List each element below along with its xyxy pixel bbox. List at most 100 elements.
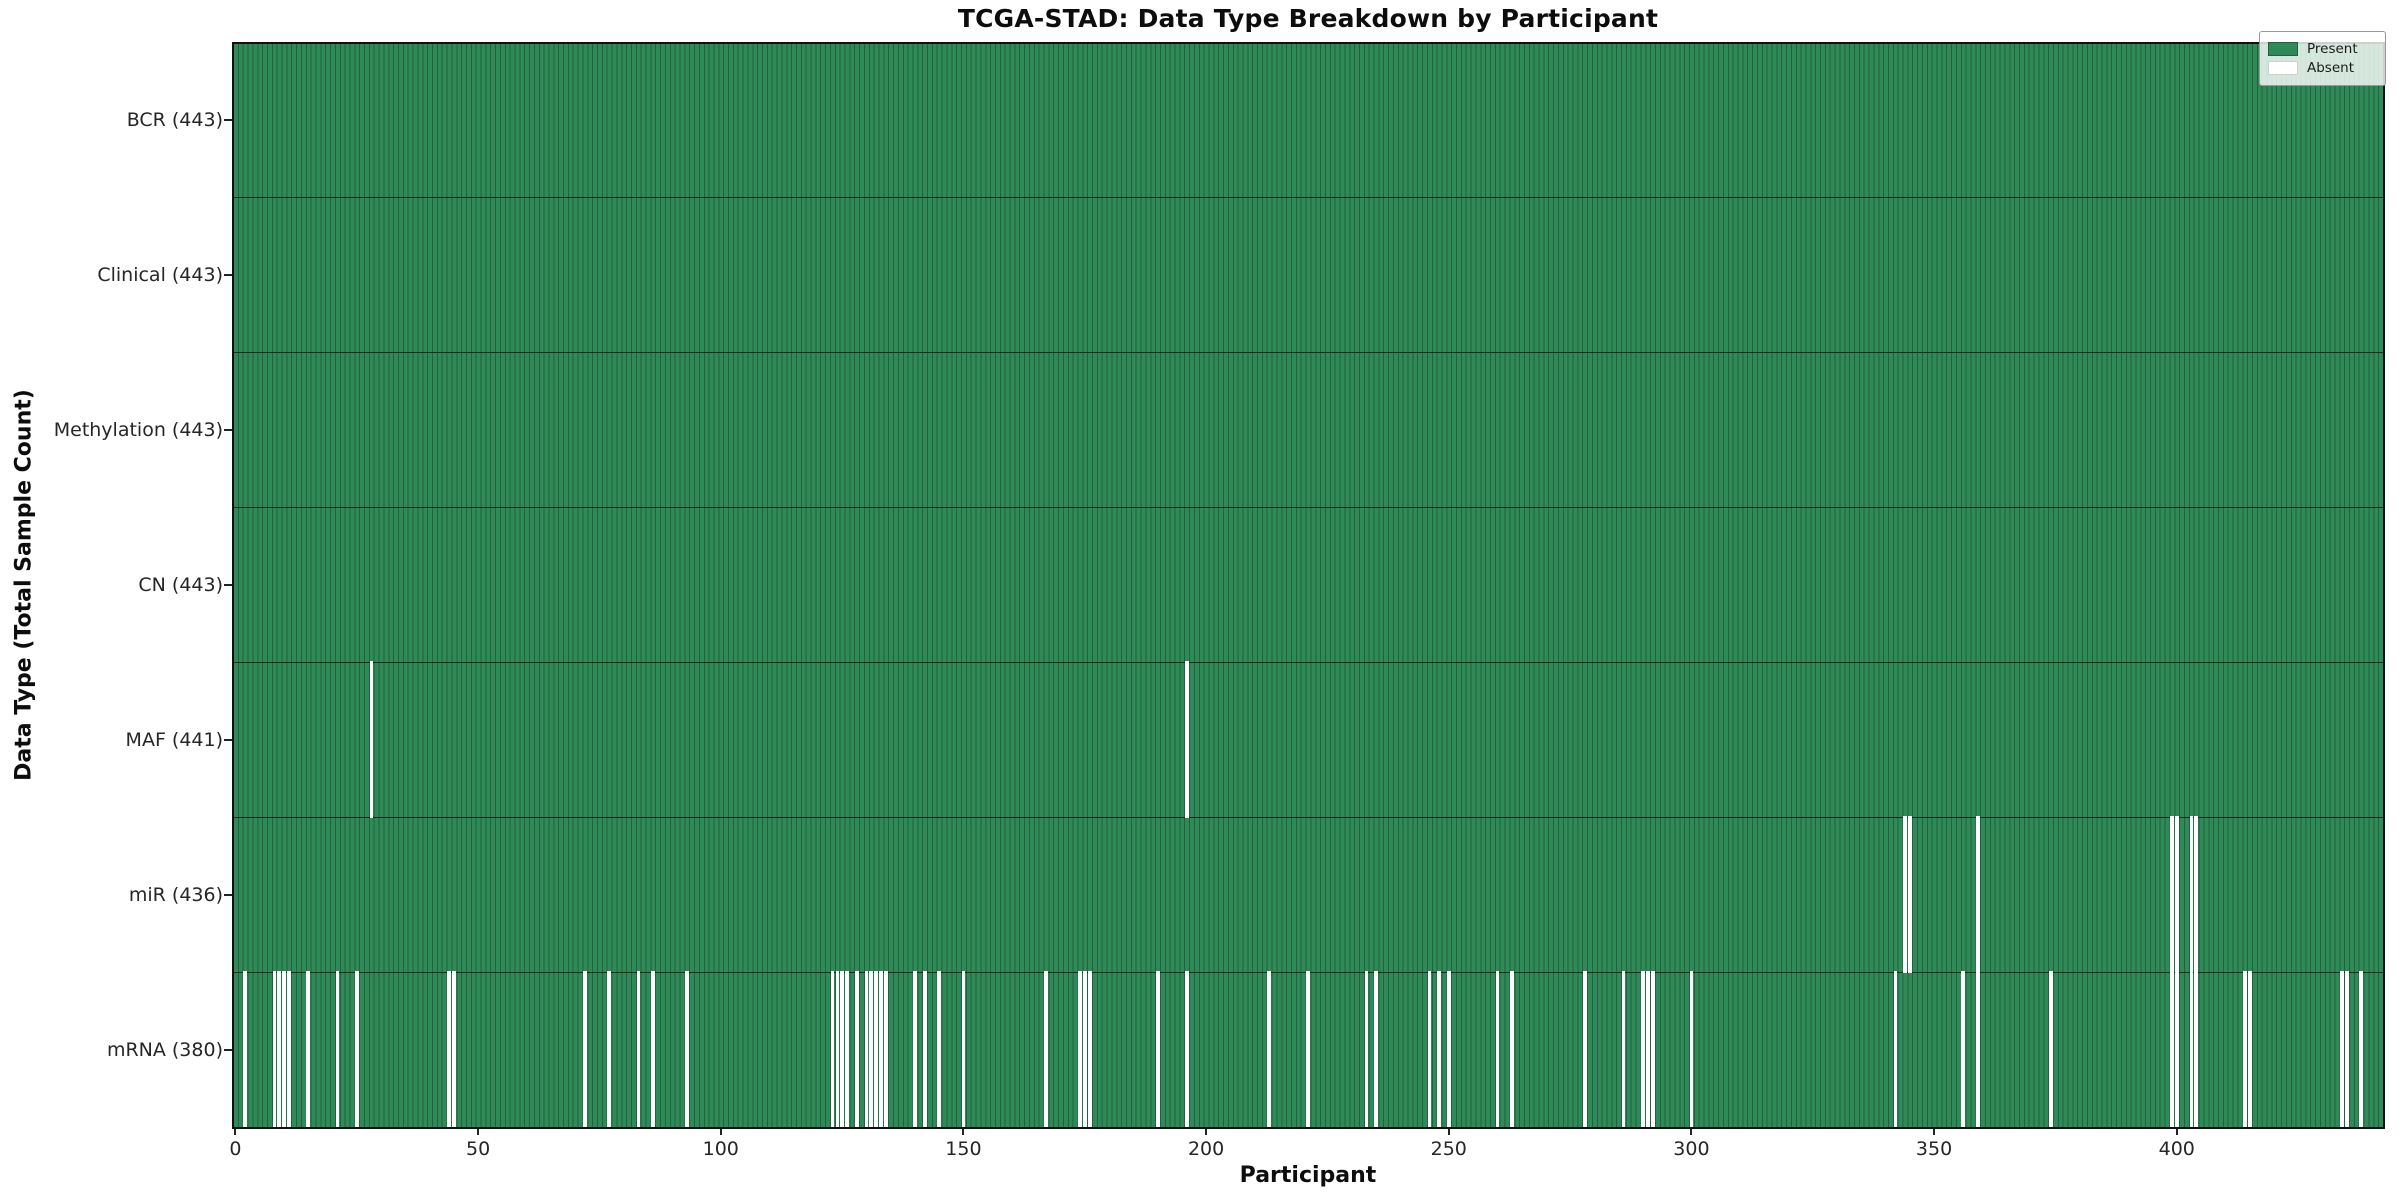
absent-cell — [2247, 971, 2252, 1128]
x-tick-label: 150 — [945, 1138, 982, 1160]
absent-cell — [1641, 971, 1645, 1128]
absent-cell — [1510, 971, 1514, 1128]
y-tick-mark — [224, 893, 232, 896]
x-tick-mark — [1447, 1128, 1450, 1135]
absent-cell — [1650, 971, 1655, 1128]
chart-title: TCGA-STAD: Data Type Breakdown by Partic… — [957, 4, 1659, 33]
absent-cell — [287, 971, 291, 1128]
row-separator — [233, 197, 2383, 199]
absent-cell — [2340, 971, 2344, 1128]
absent-cell — [2175, 816, 2179, 974]
absent-cell — [607, 971, 612, 1128]
absent-cell — [1621, 971, 1626, 1128]
absent-cell — [1689, 971, 1694, 1128]
absent-cell — [2242, 971, 2247, 1128]
legend-item-absent: Absent — [2268, 60, 2377, 76]
absent-cell — [1374, 971, 1378, 1128]
y-tick-mark — [224, 429, 232, 432]
y-tick-label: miR (436) — [128, 883, 223, 906]
x-tick-mark — [962, 1128, 965, 1135]
absent-cell — [913, 971, 917, 1128]
absent-cell — [447, 971, 451, 1128]
absent-cell — [1267, 971, 1272, 1128]
absent-cell — [369, 661, 374, 819]
row-separator — [233, 507, 2383, 509]
x-tick-mark — [719, 1128, 722, 1135]
absent-cell — [937, 971, 942, 1128]
absent-cell — [2359, 971, 2364, 1128]
y-tick-label: MAF (441) — [125, 728, 223, 751]
legend-item-present: Present — [2268, 41, 2377, 57]
y-tick-mark — [224, 1048, 232, 1051]
y-tick-label: Methylation (443) — [53, 419, 223, 442]
row-band-MAF — [233, 662, 2383, 818]
x-tick-mark — [2175, 1128, 2178, 1135]
absent-cell — [1582, 971, 1587, 1128]
absent-cell — [845, 971, 849, 1128]
absent-cell — [1087, 971, 1092, 1128]
absent-cell — [1184, 661, 1189, 819]
y-tick-label: mRNA (380) — [106, 1038, 223, 1061]
y-tick-label: CN (443) — [138, 574, 223, 596]
row-separator — [233, 661, 2383, 663]
absent-cell — [243, 971, 248, 1128]
absent-cell — [1893, 971, 1898, 1128]
absent-cell — [306, 971, 311, 1128]
x-tick-label: 250 — [1430, 1138, 1467, 1160]
absent-cell — [272, 971, 277, 1128]
absent-cell — [2344, 971, 2349, 1128]
absent-cell — [651, 971, 655, 1128]
y-tick-label: BCR (443) — [126, 109, 223, 132]
absent-cell — [864, 971, 869, 1128]
absent-cell — [854, 971, 859, 1128]
absent-cell — [1646, 971, 1650, 1128]
legend: Present Absent — [2259, 31, 2386, 87]
x-tick-label: 300 — [1673, 1138, 1710, 1160]
absent-cell — [2048, 971, 2053, 1128]
row-band-Methylation — [233, 352, 2383, 508]
absent-cell — [583, 971, 587, 1128]
legend-label-present: Present — [2307, 41, 2358, 57]
absent-cell — [869, 971, 874, 1128]
x-tick-label: 0 — [229, 1138, 242, 1160]
absent-cell — [2189, 816, 2194, 974]
row-band-BCR — [233, 43, 2383, 198]
absent-cell — [1903, 816, 1907, 974]
absent-cell — [1184, 971, 1189, 1128]
x-tick-label: 100 — [702, 1138, 739, 1160]
absent-cell — [1908, 816, 1912, 974]
x-tick-mark — [1933, 1128, 1936, 1135]
absent-cell — [2194, 816, 2199, 974]
absent-cell — [1364, 971, 1369, 1128]
absent-cell — [335, 971, 340, 1128]
absent-cell — [879, 971, 883, 1128]
absent-cell — [636, 971, 641, 1128]
absent-cell — [1976, 816, 1980, 974]
absent-cell — [1427, 971, 1432, 1128]
absent-cell — [2170, 816, 2174, 974]
x-tick-mark — [477, 1128, 480, 1135]
absent-cell — [2194, 971, 2199, 1128]
absent-cell — [282, 971, 286, 1128]
x-tick-label: 200 — [1187, 1138, 1225, 1160]
absent-cell — [277, 971, 282, 1128]
absent-cell — [961, 971, 966, 1128]
x-tick-label: 400 — [2158, 1138, 2195, 1160]
absent-cell — [1083, 971, 1087, 1128]
x-axis-title: Participant — [1239, 1163, 1377, 1188]
absent-cell — [874, 971, 879, 1128]
absent-cell — [355, 971, 359, 1128]
x-tick-mark — [1205, 1128, 1208, 1135]
absent-cell — [840, 971, 845, 1128]
absent-cell — [1155, 971, 1160, 1128]
absent-cell — [835, 971, 840, 1128]
y-tick-mark — [224, 274, 232, 277]
absent-cell — [452, 971, 456, 1128]
absent-cell — [884, 971, 888, 1128]
absent-cell — [1306, 971, 1311, 1128]
absent-cell — [2189, 971, 2194, 1128]
absent-cell — [1044, 971, 1048, 1128]
row-band-miR — [233, 817, 2383, 973]
